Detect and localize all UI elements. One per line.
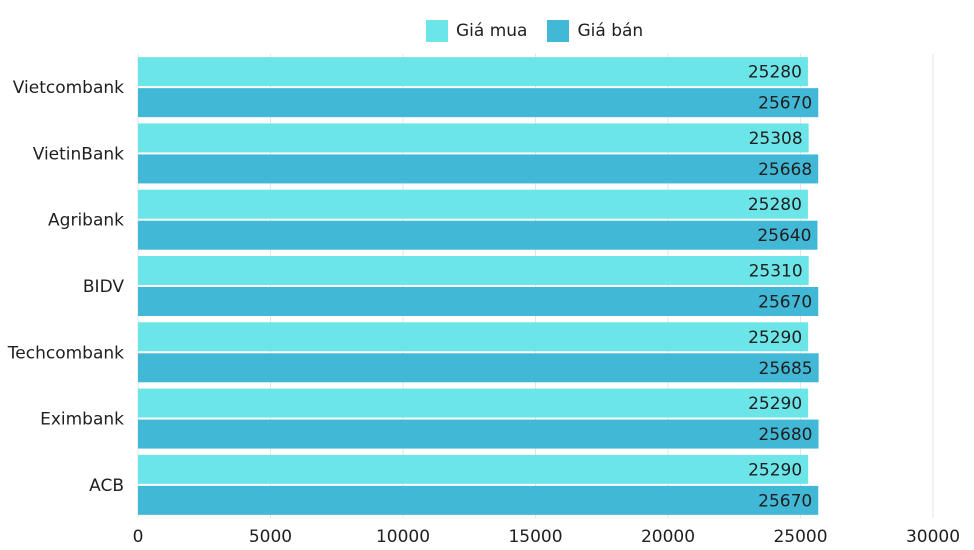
bar-gia-mua xyxy=(138,57,808,87)
legend-label-gia-ban: Giá bán xyxy=(577,21,644,41)
x-tick-label: 20000 xyxy=(641,527,695,547)
bar-gia-ban xyxy=(138,287,819,316)
y-category-label: Agribank xyxy=(48,211,124,231)
data-label: 25308 xyxy=(749,129,803,149)
legend-swatch-gia-ban xyxy=(547,20,570,42)
data-label: 25640 xyxy=(757,226,811,246)
x-tick-label: 10000 xyxy=(376,527,430,547)
bar-gia-mua xyxy=(138,322,809,352)
data-label: 25670 xyxy=(758,94,812,114)
bar-gia-mua xyxy=(138,189,808,219)
y-category-label: Vietcombank xyxy=(13,78,124,98)
bar-gia-ban xyxy=(138,485,819,515)
data-label: 25280 xyxy=(748,195,802,215)
data-label: 25685 xyxy=(759,359,813,379)
x-tick-label: 0 xyxy=(133,527,144,547)
bar-gia-mua xyxy=(138,388,809,418)
bar-gia-ban xyxy=(138,419,819,449)
y-category-label: Eximbank xyxy=(40,410,124,430)
legend-item-gia-mua: Giá mua xyxy=(426,20,527,42)
bar-gia-mua xyxy=(138,123,809,153)
chart-legend: Giá mua Giá bán xyxy=(426,20,643,42)
bar-gia-ban xyxy=(138,154,819,184)
y-category-label: Techcombank xyxy=(7,343,124,363)
y-category-label: VietinBank xyxy=(33,144,124,164)
data-label: 25680 xyxy=(758,425,812,445)
legend-item-gia-ban: Giá bán xyxy=(547,20,643,42)
data-label: 25290 xyxy=(748,460,802,480)
bar-gia-ban xyxy=(138,220,818,250)
legend-swatch-gia-mua xyxy=(426,20,448,42)
data-label: 25668 xyxy=(758,160,812,180)
x-tick-label: 25000 xyxy=(773,527,827,547)
data-label: 25290 xyxy=(748,328,802,348)
data-label: 25290 xyxy=(748,394,802,414)
data-label: 25280 xyxy=(748,63,802,83)
y-category-label: BIDV xyxy=(83,277,124,297)
bar-gia-ban xyxy=(138,88,819,118)
legend-label-gia-mua: Giá mua xyxy=(456,21,528,41)
data-label: 25310 xyxy=(749,262,803,282)
x-tick-label: 15000 xyxy=(508,527,562,547)
data-label: 25670 xyxy=(758,293,812,313)
bar-gia-mua xyxy=(138,454,809,484)
x-tick-label: 30000 xyxy=(906,527,960,547)
bar-gia-ban xyxy=(138,353,819,383)
data-label: 25670 xyxy=(758,491,812,511)
x-tick-label: 5000 xyxy=(249,527,292,547)
bar-gia-mua xyxy=(138,256,809,285)
y-category-label: ACB xyxy=(89,476,124,496)
